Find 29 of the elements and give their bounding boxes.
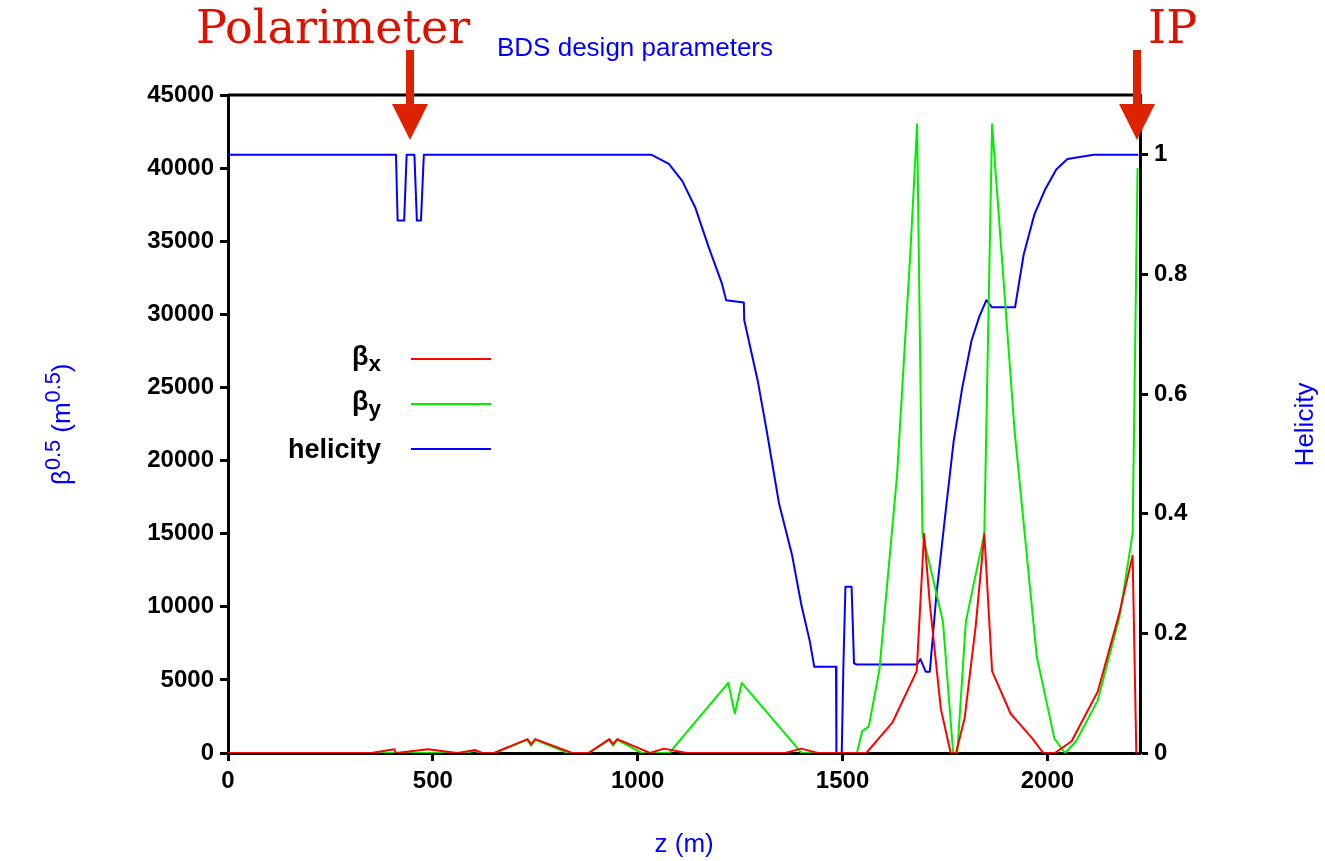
y-tick-label: 40000 — [147, 152, 214, 180]
x-axis-title: z (m) — [654, 828, 714, 859]
y-tick-label: 20000 — [147, 445, 214, 473]
legend-label: helicity — [288, 433, 382, 465]
chart-title: BDS design parameters — [497, 32, 774, 63]
text: IP — [1148, 0, 1198, 54]
y-tick-label: 15000 — [147, 518, 214, 546]
x-tick-label: 500 — [412, 766, 453, 794]
x-tick-label: 0 — [221, 766, 235, 794]
y2-axis-title: Helicity — [1289, 382, 1321, 466]
y2-tick-label: 0 — [1154, 737, 1168, 765]
text: Polarimeter — [196, 0, 471, 54]
x-tick-label: 1000 — [611, 766, 665, 794]
y-tick-label: 25000 — [147, 372, 214, 400]
y-tick-label: 10000 — [147, 591, 214, 619]
legend-label: β$_{x}$ — [352, 340, 382, 378]
y-tick-label: 0 — [200, 737, 214, 765]
y2-tick-label: 1 — [1154, 139, 1168, 167]
y-tick-label: 45000 — [147, 79, 214, 107]
y-tick-label: 30000 — [147, 298, 214, 326]
y2-tick-label: 0.6 — [1154, 378, 1188, 406]
x-tick-label: 2000 — [1020, 766, 1075, 794]
legend-label: β$_{y}$ — [352, 385, 382, 423]
y-tick-label: 35000 — [147, 225, 214, 253]
y2-tick-label: 0.2 — [1154, 617, 1188, 645]
y-tick-label: 5000 — [160, 664, 214, 692]
y2-tick-label: 0.8 — [1154, 259, 1188, 287]
y2-tick-label: 0.4 — [1154, 498, 1189, 526]
x-tick-label: 1500 — [815, 766, 870, 794]
